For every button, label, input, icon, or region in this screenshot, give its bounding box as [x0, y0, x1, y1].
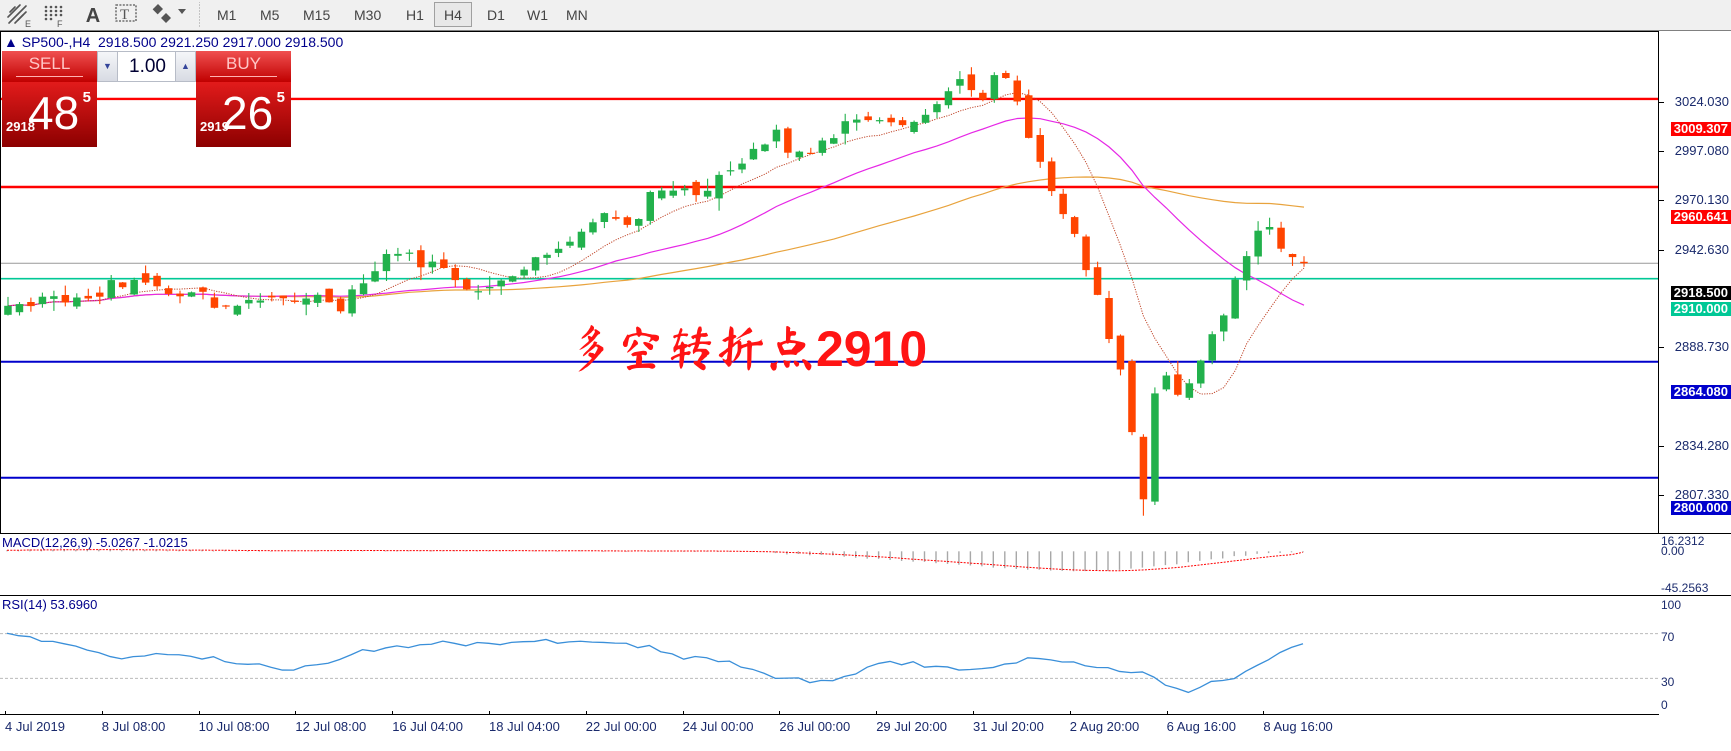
svg-text:F: F: [57, 19, 63, 29]
svg-text:E: E: [25, 19, 31, 29]
svg-text:T: T: [120, 7, 129, 23]
